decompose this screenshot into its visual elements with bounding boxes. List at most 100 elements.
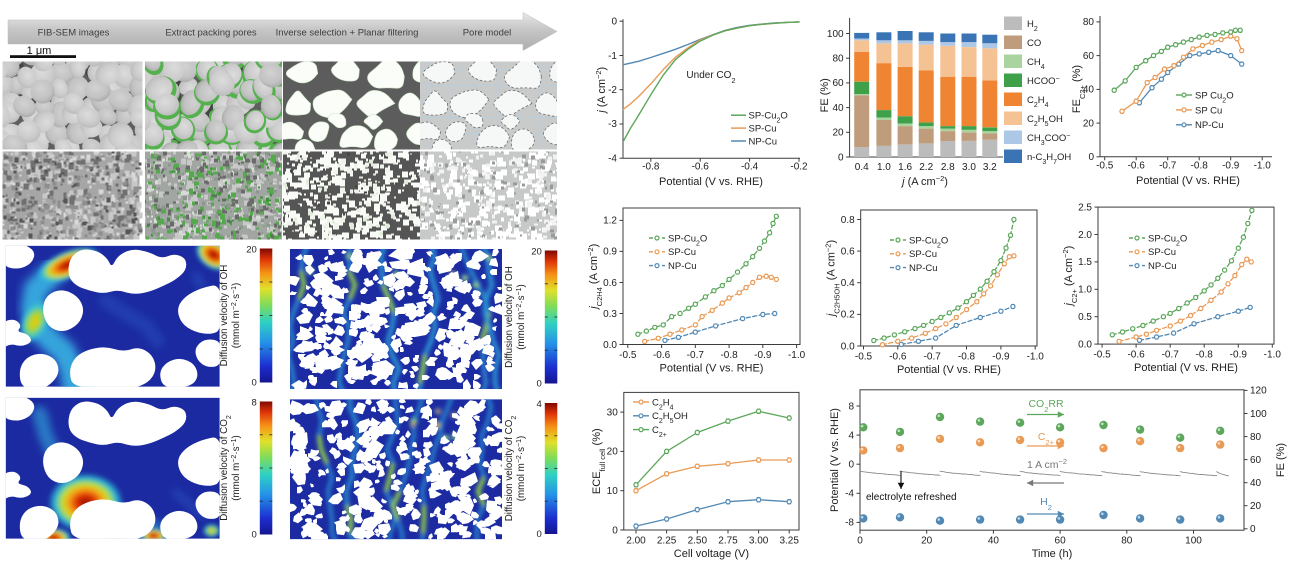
- svg-text:-0.4: -0.4: [741, 162, 759, 173]
- svg-text:FEC2+ (%): FEC2+ (%): [1071, 65, 1087, 113]
- svg-text:Potential (V vs. RHE): Potential (V vs. RHE): [829, 408, 841, 512]
- svg-text:40: 40: [832, 103, 844, 114]
- svg-text:-0.9: -0.9: [754, 350, 772, 361]
- svg-text:-1.0: -1.0: [1254, 160, 1272, 171]
- svg-text:80: 80: [1250, 432, 1262, 443]
- svg-text:20: 20: [832, 128, 844, 139]
- svg-text:0: 0: [1088, 152, 1094, 163]
- svg-text:NP-Cu: NP-Cu: [749, 136, 778, 147]
- svg-text:-0.5: -0.5: [1096, 160, 1114, 171]
- svg-text:0: 0: [857, 536, 863, 547]
- svg-text:-0.5: -0.5: [1093, 350, 1111, 361]
- svg-text:120: 120: [1250, 386, 1267, 397]
- svg-text:2.5: 2.5: [1078, 202, 1092, 213]
- svg-text:2.8: 2.8: [941, 162, 955, 173]
- svg-text:0.9: 0.9: [603, 247, 617, 258]
- svg-text:SP-Cu2O: SP-Cu2O: [909, 235, 948, 249]
- svg-text:30: 30: [607, 407, 619, 418]
- svg-text:2.75: 2.75: [718, 536, 738, 547]
- svg-text:Diffusion velocity of OH: Diffusion velocity of OH: [504, 266, 515, 368]
- svg-text:0.6: 0.6: [841, 246, 855, 257]
- svg-text:n-C3H7OH: n-C3H7OH: [1027, 152, 1071, 166]
- svg-text:20: 20: [1250, 501, 1262, 512]
- svg-text:CO: CO: [1027, 38, 1041, 49]
- svg-text:3.00: 3.00: [749, 536, 769, 547]
- svg-text:1.0: 1.0: [1078, 285, 1092, 296]
- svg-text:ECEfull cell (%): ECEfull cell (%): [591, 428, 607, 494]
- svg-text:80: 80: [832, 54, 844, 65]
- svg-text:Extract packing pores: Extract packing pores: [165, 28, 257, 39]
- svg-text:-0.9: -0.9: [1222, 160, 1240, 171]
- svg-text:NP-Cu: NP-Cu: [1148, 261, 1177, 272]
- svg-text:0.0: 0.0: [841, 341, 855, 352]
- svg-text:C2H5OH: C2H5OH: [1027, 114, 1063, 128]
- svg-text:CH3COO−: CH3COO−: [1027, 133, 1070, 147]
- svg-text:-4: -4: [608, 154, 617, 165]
- svg-text:NP-Cu: NP-Cu: [909, 263, 938, 274]
- svg-text:-0.9: -0.9: [1230, 350, 1248, 361]
- svg-text:-0.7: -0.7: [1162, 350, 1180, 361]
- svg-text:2.50: 2.50: [688, 536, 708, 547]
- svg-text:-0.8: -0.8: [958, 352, 976, 363]
- svg-text:NP-Cu: NP-Cu: [668, 261, 697, 272]
- svg-text:HCOO−: HCOO−: [1027, 76, 1060, 88]
- svg-text:20: 20: [1083, 118, 1095, 129]
- svg-text:4: 4: [848, 430, 854, 441]
- svg-text:0.4: 0.4: [841, 278, 855, 289]
- svg-text:Pore model: Pore model: [463, 28, 512, 39]
- svg-text:H2: H2: [1027, 19, 1038, 33]
- svg-text:FE (%): FE (%): [819, 78, 831, 112]
- svg-text:-8: -8: [845, 518, 854, 529]
- svg-text:H2: H2: [1040, 496, 1052, 512]
- svg-text:-0.7: -0.7: [924, 352, 942, 363]
- svg-text:SP-Cu: SP-Cu: [1148, 247, 1176, 258]
- svg-text:100: 100: [1250, 409, 1267, 420]
- svg-text:-1.0: -1.0: [788, 350, 806, 361]
- svg-text:Time (h): Time (h): [1032, 548, 1073, 560]
- svg-text:20: 20: [607, 447, 619, 458]
- svg-text:-2: -2: [608, 85, 617, 96]
- svg-text:CO2RR: CO2RR: [1028, 398, 1064, 414]
- svg-text:-0.5: -0.5: [855, 352, 873, 363]
- svg-text:1.2: 1.2: [603, 216, 617, 227]
- svg-text:0: 0: [848, 460, 854, 471]
- svg-text:-0.8: -0.8: [1191, 160, 1209, 171]
- svg-text:Diffusion velocity of CO2: Diffusion velocity of CO2: [504, 416, 518, 522]
- svg-text:Potential (V vs. RHE): Potential (V vs. RHE): [897, 364, 1001, 376]
- svg-text:0.0: 0.0: [603, 340, 617, 351]
- svg-text:j (A cm−2): j (A cm−2): [900, 174, 948, 189]
- svg-text:Under CO2: Under CO2: [686, 70, 735, 85]
- svg-text:3.0: 3.0: [962, 162, 976, 173]
- svg-text:2.00: 2.00: [626, 536, 646, 547]
- svg-text:1.0: 1.0: [877, 162, 891, 173]
- svg-text:0: 0: [838, 152, 844, 163]
- svg-text:3.25: 3.25: [779, 536, 799, 547]
- svg-text:60: 60: [1055, 536, 1067, 547]
- svg-text:-0.5: -0.5: [619, 350, 637, 361]
- svg-text:NP-Cu: NP-Cu: [1195, 120, 1224, 131]
- svg-text:1 μm: 1 μm: [27, 45, 52, 57]
- svg-text:1.6: 1.6: [898, 162, 912, 173]
- svg-text:j (A cm−2): j (A cm−2): [594, 67, 609, 115]
- svg-text:Diffusion velocity of OH: Diffusion velocity of OH: [219, 265, 230, 367]
- svg-text:0: 0: [611, 17, 617, 28]
- svg-text:-0.6: -0.6: [1127, 350, 1145, 361]
- svg-text:(mmol m−2·s−1): (mmol m−2·s−1): [230, 435, 242, 501]
- svg-text:FIB-SEM images: FIB-SEM images: [38, 28, 110, 39]
- svg-text:Potential (V vs. RHE): Potential (V vs. RHE): [659, 176, 763, 188]
- svg-text:-0.9: -0.9: [992, 352, 1010, 363]
- svg-text:40: 40: [1083, 85, 1095, 96]
- svg-text:0.4: 0.4: [855, 162, 869, 173]
- svg-text:-3: -3: [608, 119, 617, 130]
- svg-text:0.3: 0.3: [603, 309, 617, 320]
- svg-text:-0.8: -0.8: [1196, 350, 1214, 361]
- svg-text:0: 0: [537, 379, 542, 390]
- svg-text:-0.8: -0.8: [720, 350, 738, 361]
- svg-text:SP-Cu2O: SP-Cu2O: [1148, 233, 1187, 247]
- svg-text:0: 0: [612, 525, 618, 536]
- svg-text:FE (%): FE (%): [1275, 443, 1287, 477]
- svg-text:SP-Cu: SP-Cu: [749, 124, 777, 135]
- svg-text:C2+: C2+: [652, 425, 667, 439]
- svg-text:SP Cu2O: SP Cu2O: [1195, 90, 1234, 104]
- svg-text:0: 0: [252, 530, 257, 541]
